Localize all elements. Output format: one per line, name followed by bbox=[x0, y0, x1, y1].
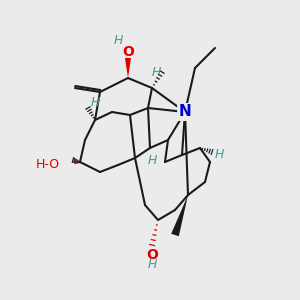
Text: H: H bbox=[147, 259, 157, 272]
Text: N: N bbox=[178, 104, 191, 119]
Text: H-O: H-O bbox=[36, 158, 60, 172]
Text: O: O bbox=[146, 248, 158, 262]
Text: H: H bbox=[151, 65, 161, 79]
Text: H: H bbox=[147, 154, 157, 166]
Text: O: O bbox=[122, 45, 134, 59]
Text: H: H bbox=[91, 95, 100, 109]
Text: H: H bbox=[215, 148, 224, 161]
Polygon shape bbox=[171, 195, 188, 236]
Text: H: H bbox=[113, 34, 123, 46]
Polygon shape bbox=[125, 58, 131, 78]
